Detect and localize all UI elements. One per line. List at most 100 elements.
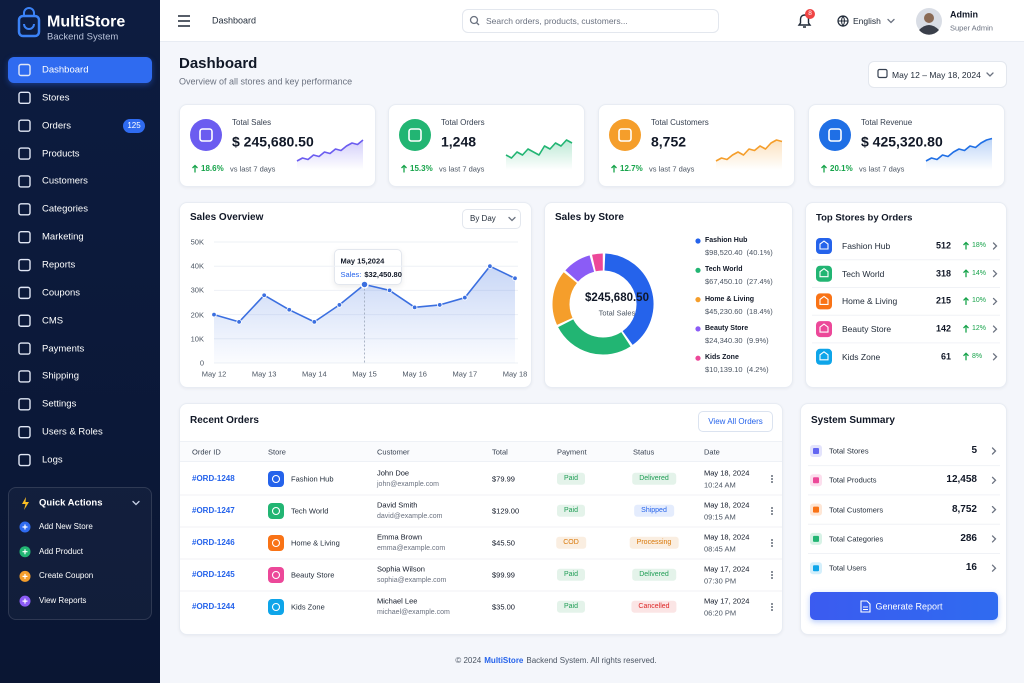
order-id[interactable]: #ORD-1244 <box>192 602 235 612</box>
order-date: May 17, 2024 <box>704 564 750 574</box>
kpi-icon <box>819 119 851 151</box>
row-menu-icon <box>771 478 773 480</box>
row-menu-icon <box>771 545 773 547</box>
donut-center-value: $245,680.50 <box>585 292 649 305</box>
up-arrow-icon <box>963 324 969 329</box>
view-all-button[interactable] <box>698 411 773 432</box>
summary-label: Total Users <box>829 563 867 573</box>
customer-email: john@example.com <box>377 480 439 488</box>
quick-action-icon <box>22 549 28 555</box>
nav-label: Reports <box>42 259 76 271</box>
donut-segment <box>604 253 654 345</box>
donut-center-label: Total Sales <box>598 308 636 318</box>
nav-label: Products <box>42 147 80 159</box>
summary-icon <box>813 477 819 484</box>
x-tick-label: May 16 <box>402 369 427 379</box>
legend-percent: (40.1%) <box>746 248 773 257</box>
line-point <box>236 319 242 325</box>
store-icon <box>816 238 832 254</box>
x-tick-label: May 18 <box>502 369 528 379</box>
nav-label: Coupons <box>42 287 81 299</box>
tooltip-row: Sales: $32,450.80 <box>341 269 403 280</box>
row-menu-icon <box>771 507 773 509</box>
legend-marker <box>695 238 701 244</box>
quick-action-label: Create Coupon <box>39 571 94 581</box>
kpi-icon <box>618 128 632 142</box>
chevron-icon <box>132 500 140 506</box>
customer-name: John Doe <box>377 468 410 478</box>
line-point <box>311 319 318 325</box>
kpi-value: 1,248 <box>441 133 477 150</box>
line-point <box>512 275 518 281</box>
store-icon <box>819 240 829 250</box>
store-name: Home & Living <box>842 296 898 307</box>
order-id[interactable]: #ORD-1246 <box>192 538 235 548</box>
kpi-period: vs last 7 days <box>230 164 276 174</box>
kpi-icon <box>199 128 213 142</box>
order-total: $35.00 <box>492 602 515 612</box>
chevron-icon <box>991 564 997 572</box>
store-name: Kids Zone <box>291 602 325 612</box>
row-menu-icon <box>771 571 773 573</box>
brand-name: MultiStore <box>47 13 126 31</box>
column-header: Total <box>492 447 508 456</box>
store-orders: 318 <box>935 268 951 279</box>
store-change: 12% <box>972 324 987 332</box>
customer-name: Emma Brown <box>377 532 423 542</box>
nav-label: Users & Roles <box>42 426 103 438</box>
date-range-picker[interactable] <box>868 61 1007 88</box>
legend-amount: $24,340.30 <box>705 335 743 345</box>
search-box[interactable] <box>462 9 719 33</box>
notification-count: 8 <box>808 10 812 18</box>
summary-icon <box>813 565 819 572</box>
row-menu-icon <box>771 609 773 611</box>
store-change: 14% <box>972 269 987 277</box>
store-name: Tech World <box>291 506 329 516</box>
donut-segment <box>552 272 578 325</box>
kpi-value: $ 425,320.80 <box>861 133 943 150</box>
order-date: May 17, 2024 <box>704 596 750 606</box>
nav-icon <box>18 453 31 467</box>
store-change: 10% <box>972 297 987 305</box>
top-stores-card <box>805 202 1007 388</box>
quick-action-label: View Reports <box>39 596 87 606</box>
y-tick-label: 30K <box>190 285 204 295</box>
language: English <box>853 15 881 26</box>
up-arrow-icon <box>963 241 969 246</box>
column-header: Status <box>633 447 655 456</box>
chart-title: Sales by Store <box>555 212 624 223</box>
order-id[interactable]: #ORD-1245 <box>192 570 235 580</box>
sales-by-store-card <box>544 202 793 388</box>
y-tick-label: 50K <box>190 237 204 247</box>
tooltip-label: Sales: <box>340 270 362 279</box>
row-menu-icon <box>771 574 773 576</box>
sparkline <box>925 137 993 162</box>
period-select[interactable] <box>462 209 521 229</box>
customer-name: Sophia Wilson <box>377 564 425 574</box>
store-name: Fashion Hub <box>842 240 891 251</box>
quick-action-icon <box>22 573 28 579</box>
lightning-icon <box>22 497 29 510</box>
order-id[interactable]: #ORD-1247 <box>192 506 235 516</box>
donut-segment <box>565 255 595 283</box>
line-point <box>462 294 468 301</box>
active-nav-item[interactable] <box>8 57 152 83</box>
footer: © 2024 MultiStore Backend System. All righ… <box>380 655 732 667</box>
kpi-label: Total Customers <box>651 118 709 128</box>
sparkline <box>296 139 364 162</box>
store-icon <box>816 265 832 282</box>
payment-badge: Paid <box>556 568 586 582</box>
up-arrow-icon <box>963 296 969 301</box>
column-header: Customer <box>377 447 410 456</box>
summary-label: Total Stores <box>829 446 869 456</box>
store-icon <box>268 599 284 615</box>
generate-report-button[interactable] <box>810 592 998 620</box>
nav-label: Orders <box>42 120 72 132</box>
summary-label: Total Products <box>829 475 877 485</box>
line-point <box>211 311 217 318</box>
chevron-icon <box>992 353 998 361</box>
x-tick-label: May 17 <box>452 369 478 379</box>
brand-subtitle: Backend System <box>47 31 119 43</box>
nav-icon <box>18 398 31 411</box>
order-id[interactable]: #ORD-1248 <box>192 474 235 484</box>
